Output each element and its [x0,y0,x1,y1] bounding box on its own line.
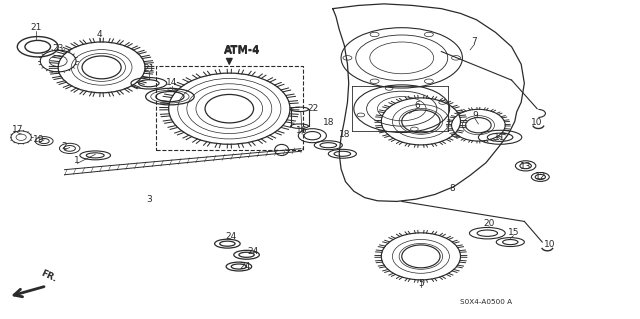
Text: 20: 20 [484,219,495,228]
Text: 21: 21 [144,64,155,73]
Text: 24: 24 [247,247,259,256]
Text: 15: 15 [508,228,519,237]
Text: 22: 22 [307,104,319,113]
Text: 4: 4 [97,31,102,40]
Text: 23: 23 [52,44,64,53]
Text: 8: 8 [449,184,455,193]
Text: 2: 2 [61,142,67,151]
Text: 14: 14 [166,78,177,87]
Text: 12: 12 [534,172,546,181]
Text: 3: 3 [146,195,152,204]
Text: 18: 18 [339,130,350,139]
Text: 6: 6 [414,101,420,110]
Text: 1: 1 [74,156,80,165]
Text: 24: 24 [239,262,251,271]
Text: 7: 7 [472,37,477,46]
Text: ATM-4: ATM-4 [224,46,260,56]
Text: 19: 19 [33,135,45,144]
Text: 16: 16 [296,126,308,135]
Text: 10: 10 [544,240,556,249]
Text: 18: 18 [323,118,334,128]
Text: 10: 10 [531,117,543,127]
Text: 11: 11 [494,133,506,142]
Text: ATM-4: ATM-4 [224,45,260,55]
Text: 5: 5 [418,279,424,288]
Text: 17: 17 [12,125,23,134]
Text: FR.: FR. [39,269,58,284]
Text: 21: 21 [30,23,42,32]
Text: 13: 13 [520,162,531,171]
Text: 24: 24 [225,232,236,241]
Text: S0X4-A0500 A: S0X4-A0500 A [460,299,512,305]
Text: 9: 9 [472,111,478,120]
